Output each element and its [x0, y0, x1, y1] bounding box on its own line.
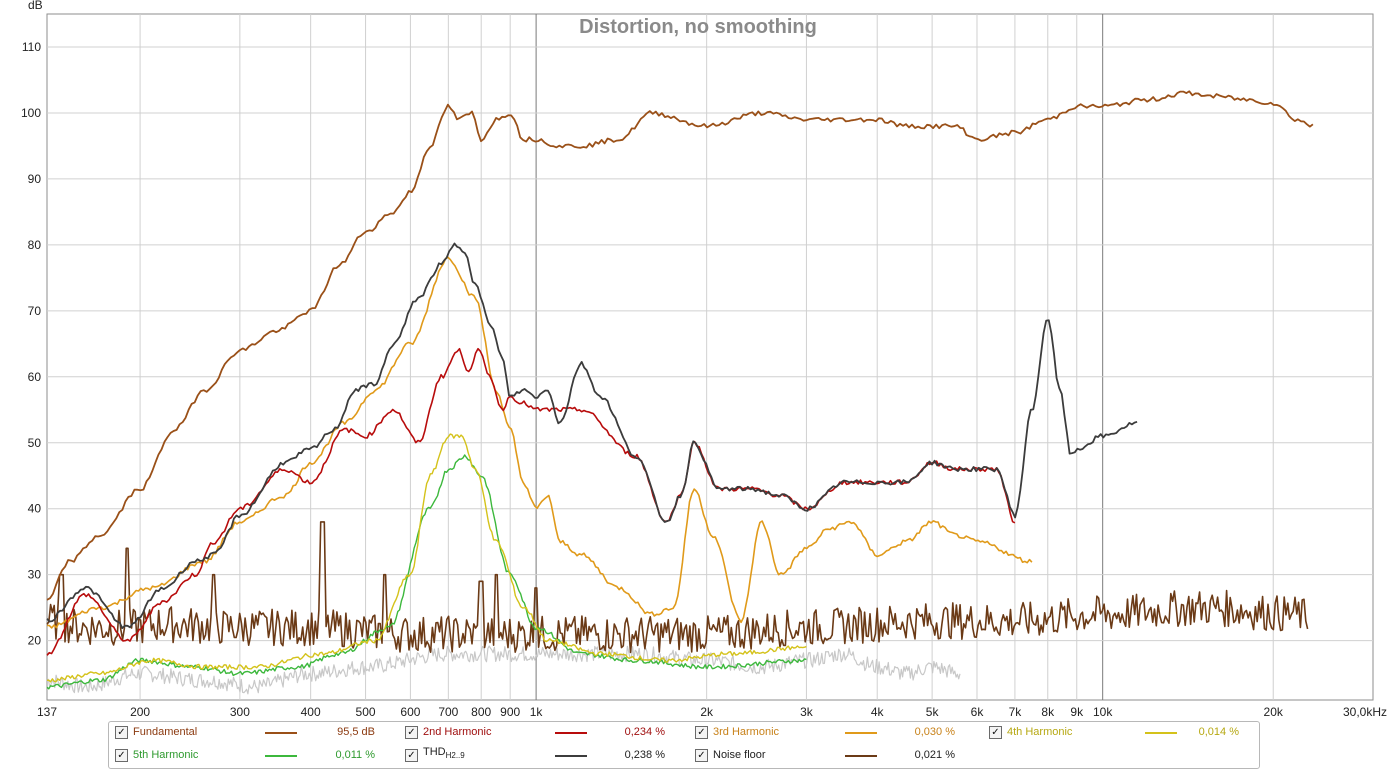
- 4th-harmonic-value: 0,014 %: [1198, 726, 1239, 738]
- noise-floor-value: 0,021 %: [914, 749, 955, 761]
- x-tick-label: 30,0kHz: [1343, 705, 1387, 719]
- 5th-harmonic-checkbox[interactable]: ✓: [115, 749, 128, 762]
- thd-label-main: THD: [423, 746, 446, 758]
- 2nd-harmonic-swatch: [555, 732, 587, 734]
- series-line-4th-harmonic: [46, 433, 807, 683]
- series-line-5th-harmonic: [46, 454, 807, 690]
- fundamental-checkbox[interactable]: ✓: [115, 726, 128, 739]
- y-tick-label: 80: [28, 238, 42, 252]
- x-tick-label: 2k: [700, 705, 714, 719]
- y-tick-label: 20: [28, 634, 42, 648]
- thd-swatch: [555, 755, 587, 757]
- grid: [47, 14, 1373, 700]
- series-line-ghost: [46, 645, 961, 695]
- y-tick-label: 30: [28, 568, 42, 582]
- y-tick-label: 110: [22, 40, 41, 54]
- legend-item-noise-floor[interactable]: ✓ Noise floor 0,021 %: [695, 749, 965, 765]
- x-tick-label: 1k: [530, 705, 544, 719]
- series-line-2nd-harmonic: [46, 347, 1016, 656]
- 2nd-harmonic-checkbox[interactable]: ✓: [405, 726, 418, 739]
- distortion-chart: 137 200 300 400 500 600 700 800 900 1k 2k 3k 4k 5k 6k 7…: [21, 0, 1387, 719]
- legend: ✓ Fundamental 95,5 dB ✓ 2nd Harmonic 0,2…: [108, 721, 1260, 769]
- y-tick-label: 100: [21, 106, 41, 120]
- x-tick-label: 6k: [971, 705, 985, 719]
- fundamental-value: 95,5 dB: [337, 726, 375, 738]
- x-tick-label: 3k: [800, 705, 814, 719]
- series-line-thd: [46, 242, 1138, 629]
- legend-item-3rd-harmonic[interactable]: ✓ 3rd Harmonic 0,030 %: [695, 726, 965, 742]
- series-group: [46, 90, 1314, 695]
- 2nd-harmonic-label: 2nd Harmonic: [423, 726, 492, 738]
- x-tick-label: 300: [230, 705, 250, 719]
- x-tick-label: 9k: [1070, 705, 1084, 719]
- fundamental-label: Fundamental: [133, 726, 198, 738]
- y-tick-label: 50: [28, 436, 42, 450]
- 5th-harmonic-swatch: [265, 755, 297, 757]
- legend-item-4th-harmonic[interactable]: ✓ 4th Harmonic 0,014 %: [989, 726, 1259, 742]
- chart-title: Distortion, no smoothing: [579, 16, 817, 38]
- 4th-harmonic-swatch: [1145, 732, 1177, 734]
- y-tick-label: 40: [28, 502, 42, 516]
- thd-label: THDH2..9: [423, 746, 465, 760]
- series-line-noise-floor: [46, 521, 1309, 654]
- legend-item-5th-harmonic[interactable]: ✓ 5th Harmonic 0,011 %: [115, 749, 385, 765]
- x-tick-label: 5k: [926, 705, 940, 719]
- noise-floor-label: Noise floor: [713, 749, 766, 761]
- x-tick-label: 7k: [1009, 705, 1023, 719]
- x-tick-label: 400: [301, 705, 321, 719]
- 3rd-harmonic-checkbox[interactable]: ✓: [695, 726, 708, 739]
- 4th-harmonic-label: 4th Harmonic: [1007, 726, 1073, 738]
- fundamental-swatch: [265, 732, 297, 734]
- y-tick-label: 70: [28, 304, 42, 318]
- 3rd-harmonic-swatch: [845, 732, 877, 734]
- y-tick-label: 60: [28, 370, 42, 384]
- x-tick-label: 10k: [1093, 705, 1113, 719]
- noise-floor-checkbox[interactable]: ✓: [695, 749, 708, 762]
- 3rd-harmonic-label: 3rd Harmonic: [713, 726, 780, 738]
- x-tick-label: 900: [500, 705, 520, 719]
- series-line-fundamental: [46, 90, 1314, 601]
- 5th-harmonic-label: 5th Harmonic: [133, 749, 199, 761]
- legend-item-2nd-harmonic[interactable]: ✓ 2nd Harmonic 0,234 %: [405, 726, 675, 742]
- x-tick-labels: 137 200 300 400 500 600 700 800 900 1k 2k 3k 4k 5k 6k 7…: [37, 705, 1387, 719]
- x-tick-label: 800: [471, 705, 491, 719]
- x-tick-label: 600: [400, 705, 420, 719]
- noise-floor-swatch: [845, 755, 877, 757]
- legend-item-thd[interactable]: ✓ THDH2..9 0,238 %: [405, 746, 675, 765]
- thd-checkbox[interactable]: ✓: [405, 749, 418, 762]
- y-axis-unit: dB: [28, 0, 43, 12]
- x-tick-label: 8k: [1041, 705, 1055, 719]
- x-tick-label: 500: [356, 705, 376, 719]
- 3rd-harmonic-value: 0,030 %: [914, 726, 955, 738]
- x-tick-label: 137: [37, 705, 57, 719]
- legend-item-fundamental[interactable]: ✓ Fundamental 95,5 dB: [115, 726, 385, 742]
- thd-value: 0,238 %: [624, 749, 665, 761]
- y-tick-labels: 20 30 40 50 60 70 80 90 100 110: [21, 40, 41, 648]
- thd-label-sub: H2..9: [445, 751, 465, 761]
- y-tick-label: 90: [28, 172, 42, 186]
- x-tick-label: 700: [438, 705, 458, 719]
- x-tick-label: 4k: [871, 705, 885, 719]
- 2nd-harmonic-value: 0,234 %: [624, 726, 665, 738]
- x-tick-label: 20k: [1264, 705, 1284, 719]
- 4th-harmonic-checkbox[interactable]: ✓: [989, 726, 1002, 739]
- series-line-3rd-harmonic: [46, 256, 1033, 629]
- 5th-harmonic-value: 0,011 %: [335, 749, 375, 761]
- plot-background: [46, 13, 1374, 701]
- x-tick-label: 200: [130, 705, 150, 719]
